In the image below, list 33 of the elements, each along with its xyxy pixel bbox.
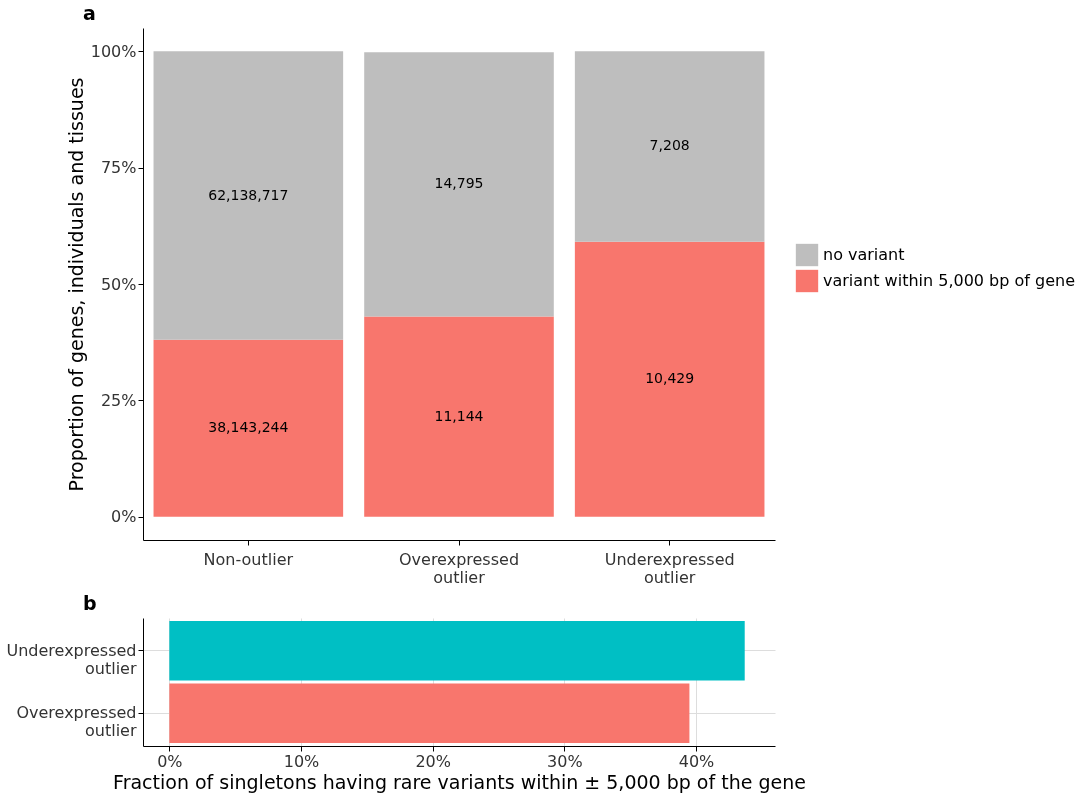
annotation: 10,429: [645, 370, 695, 387]
legend-label: variant within 5,000 bp of gene: [823, 271, 1075, 290]
annotation: 38,143,244: [208, 419, 289, 436]
y-tick-label: 100%: [90, 41, 137, 61]
annotation: 7,208: [649, 137, 690, 154]
x-tick-label: Non-outlier: [203, 549, 294, 569]
bar: [574, 241, 765, 517]
y-tick-label: 25%: [100, 390, 137, 410]
bar: [364, 316, 554, 517]
annotation: 62,138,717: [208, 186, 289, 203]
legend-label: no variant: [823, 245, 905, 264]
y-tick-label: Underexpressed outlier: [6, 640, 137, 678]
annotation: 11,144: [434, 407, 484, 424]
y-tick-label: 0%: [111, 507, 137, 527]
chart-title: a: [83, 2, 96, 24]
x-tick-label: 20%: [415, 751, 451, 771]
x-tick-label: Underexpressed outlier: [604, 549, 735, 587]
bar: [153, 339, 344, 517]
x-tick-label: 30%: [547, 751, 583, 771]
bar: [364, 52, 554, 317]
annotation: 14,795: [434, 175, 484, 192]
y-tick-label: Overexpressed outlier: [16, 703, 137, 741]
y-tick-label: 50%: [100, 274, 137, 294]
x-tick-label: 40%: [678, 751, 715, 771]
y-tick-label: 75%: [100, 158, 137, 178]
x-axis-title: Fraction of singletons having rare variants within ± 5,000 bp of the gene: [113, 770, 806, 793]
y-axis-title: Proportion of genes, individuals and tissues: [64, 77, 87, 492]
x-tick-label: 10%: [283, 751, 320, 771]
x-tick-label: Overexpressed outlier: [398, 549, 520, 587]
x-tick-label: 0%: [157, 751, 183, 771]
bar: [153, 51, 344, 340]
chart-title: b: [83, 592, 97, 614]
bar: [574, 51, 765, 242]
